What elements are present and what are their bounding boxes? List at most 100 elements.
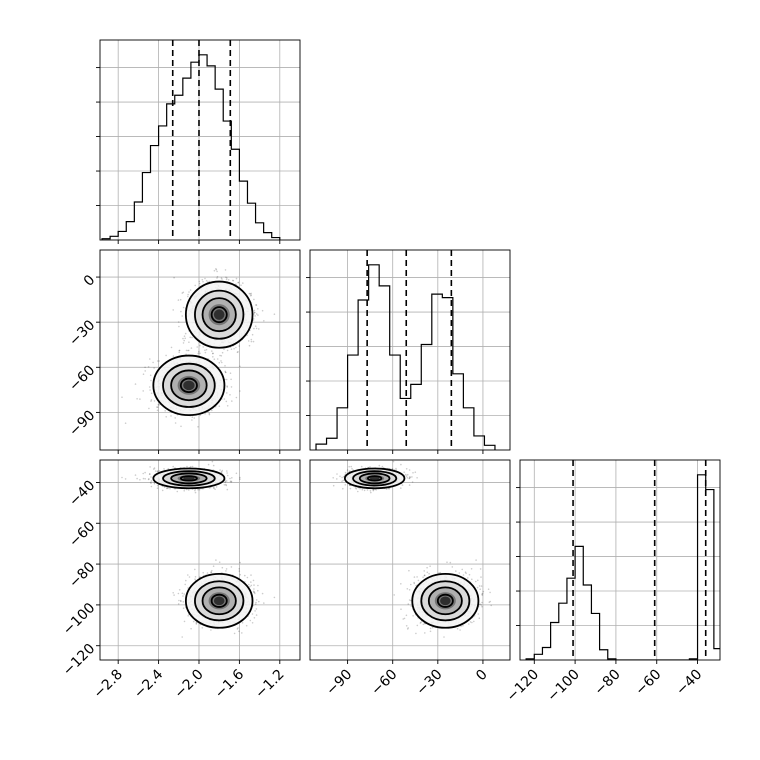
sample-point (173, 594, 175, 596)
sample-point (206, 349, 208, 351)
sample-point (232, 280, 234, 282)
sample-point (250, 293, 252, 295)
sample-point (231, 348, 233, 350)
sample-point (239, 478, 241, 480)
sample-point (241, 632, 243, 634)
sample-point (227, 350, 229, 352)
sample-point (187, 294, 189, 296)
sample-point (263, 602, 265, 604)
sample-point (194, 569, 196, 571)
sample-point (221, 471, 223, 473)
sample-point (204, 350, 206, 352)
sample-point (262, 310, 264, 312)
sample-point (211, 350, 213, 352)
sample-point (262, 593, 264, 595)
sample-point (157, 487, 159, 489)
sample-point (211, 570, 213, 572)
sample-point (157, 470, 159, 472)
sample-point (152, 362, 154, 364)
panel-frame (310, 250, 510, 450)
sample-point (178, 352, 180, 354)
sample-point (252, 613, 254, 615)
sample-point (226, 568, 228, 570)
sample-point (121, 477, 123, 479)
sample-point (223, 349, 225, 351)
sample-point (250, 620, 252, 622)
sample-point (240, 284, 242, 286)
sample-point (150, 375, 152, 377)
sample-point (224, 484, 226, 486)
sample-point (212, 356, 214, 358)
sample-point (225, 481, 227, 483)
sample-point (202, 279, 204, 281)
sample-point (148, 366, 150, 368)
sample-point (170, 415, 172, 417)
sample-point (263, 320, 265, 322)
sample-point (213, 465, 215, 467)
sample-point (222, 352, 224, 354)
sample-point (183, 307, 185, 309)
sample-point (186, 350, 188, 352)
sample-point (144, 367, 146, 369)
sample-point (150, 400, 152, 402)
sample-point (148, 408, 150, 410)
sample-point (224, 398, 226, 400)
sample-point (187, 615, 189, 617)
sample-point (151, 486, 153, 488)
sample-point (253, 341, 255, 343)
sample-point (178, 321, 180, 323)
sample-point (210, 571, 212, 573)
sample-point (185, 333, 187, 335)
sample-point (156, 406, 158, 408)
sample-point (254, 312, 256, 314)
sample-point (157, 410, 159, 412)
sample-point (225, 269, 227, 271)
sample-point (212, 353, 214, 355)
sample-point (256, 599, 258, 601)
sample-point (248, 340, 250, 342)
sample-point (187, 574, 189, 576)
sample-point (196, 346, 198, 348)
sample-point (209, 413, 211, 415)
sample-point (250, 295, 252, 297)
sample-point (239, 574, 241, 576)
sample-point (224, 365, 226, 367)
sample-point (199, 283, 201, 285)
sample-point (149, 386, 151, 388)
sample-point (219, 561, 221, 563)
sample-point (216, 269, 218, 271)
sample-point (236, 473, 238, 475)
sample-point (157, 360, 159, 362)
sample-point (210, 629, 212, 631)
sample-point (178, 299, 180, 301)
sample-point (185, 580, 187, 582)
sample-point (183, 593, 185, 595)
sample-point (139, 398, 141, 400)
sample-point (255, 325, 257, 327)
sample-point (153, 367, 155, 369)
sample-point (258, 328, 260, 330)
panel-frame (100, 40, 300, 240)
sample-point (197, 489, 199, 491)
sample-point (254, 610, 256, 612)
sample-point (199, 281, 201, 283)
sample-point (234, 633, 236, 635)
sample-point (165, 416, 167, 418)
panel-frame (100, 250, 300, 450)
sample-point (191, 337, 193, 339)
sample-point (142, 390, 144, 392)
sample-point (256, 328, 258, 330)
sample-point (149, 358, 151, 360)
sample-point (186, 466, 188, 468)
density-level-mode-a (183, 381, 194, 390)
sample-point (253, 588, 255, 590)
sample-point (221, 277, 223, 279)
sample-point (233, 348, 235, 350)
sample-point (144, 370, 146, 372)
sample-point (238, 631, 240, 633)
sample-point (195, 576, 197, 578)
sample-point (202, 346, 204, 348)
sample-point (226, 401, 228, 403)
sample-point (151, 480, 153, 482)
sample-point (239, 366, 241, 368)
